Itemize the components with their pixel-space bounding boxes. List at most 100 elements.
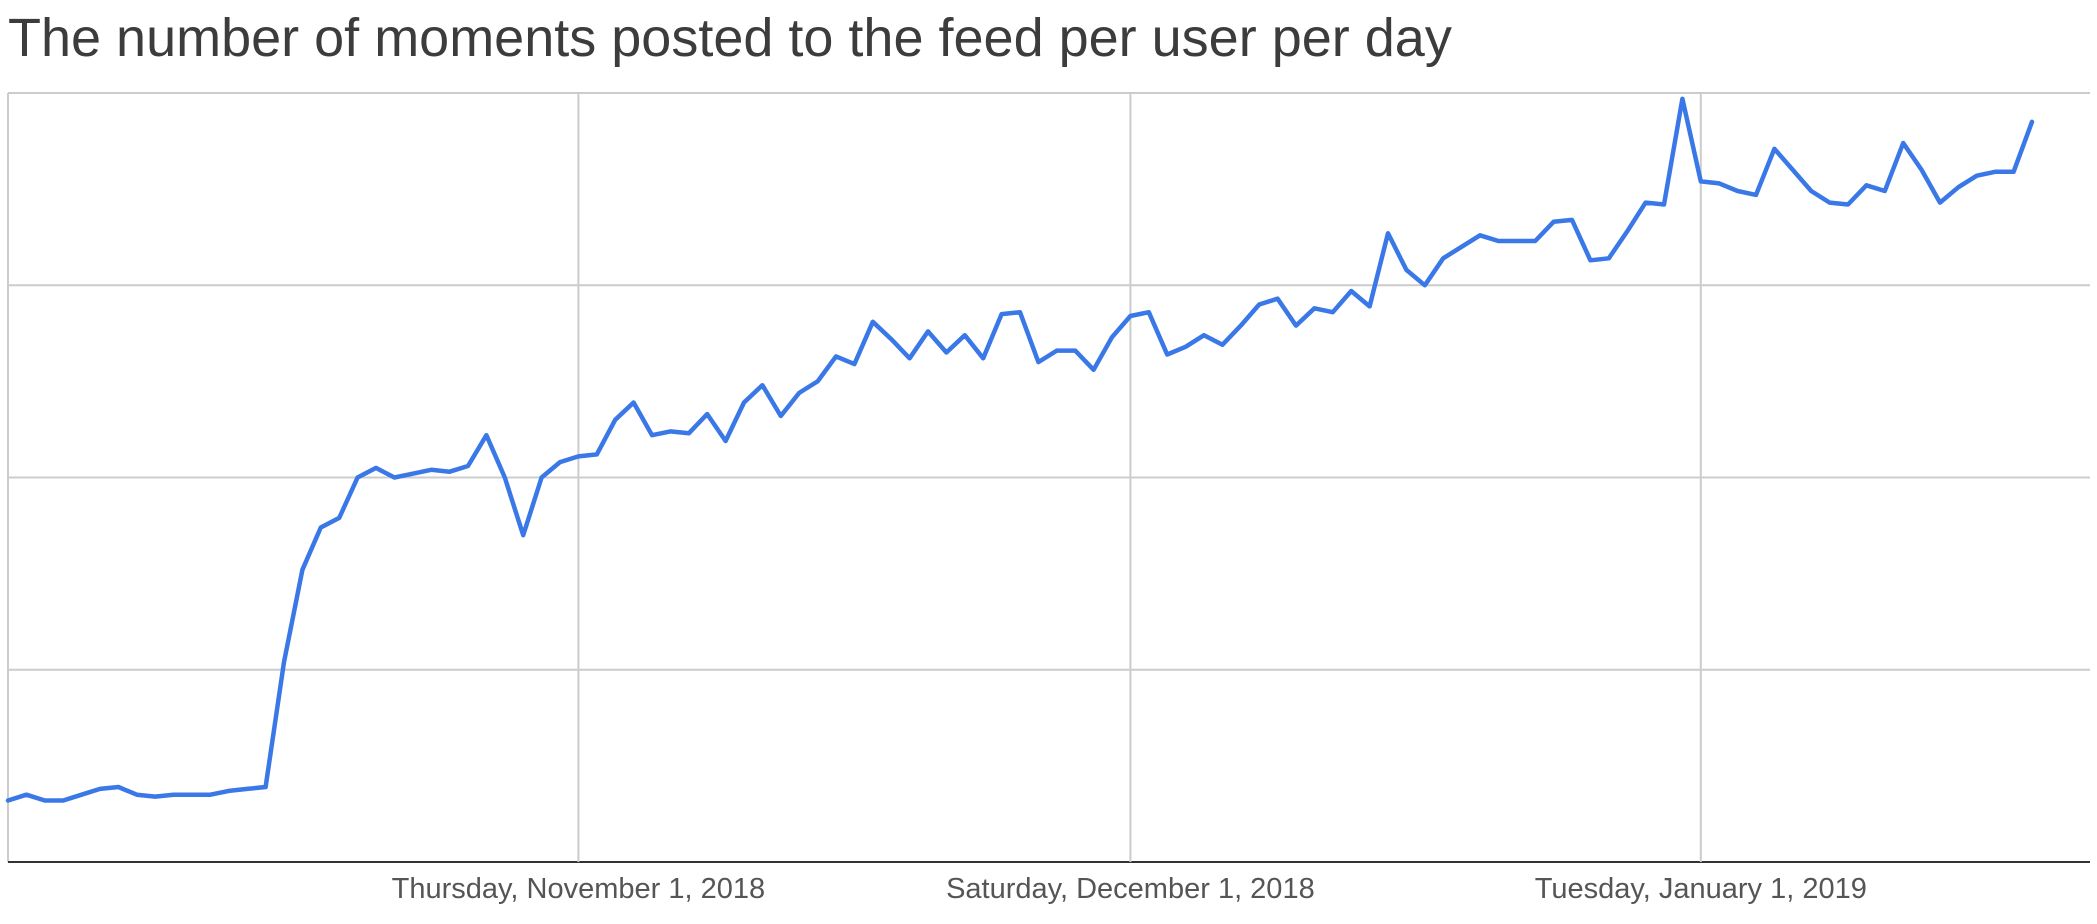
data-point[interactable]: [3, 796, 13, 806]
data-point[interactable]: [113, 782, 123, 792]
data-point[interactable]: [1015, 307, 1025, 317]
data-point[interactable]: [1622, 226, 1632, 236]
data-point[interactable]: [1438, 253, 1448, 263]
data-point[interactable]: [1493, 236, 1503, 246]
data-point[interactable]: [1254, 300, 1264, 310]
data-point[interactable]: [702, 409, 712, 419]
data-point[interactable]: [647, 430, 657, 440]
data-point[interactable]: [77, 790, 87, 800]
data-point[interactable]: [150, 792, 160, 802]
data-point[interactable]: [849, 359, 859, 369]
data-point[interactable]: [518, 530, 528, 540]
data-point[interactable]: [1273, 294, 1283, 304]
data-point[interactable]: [1696, 176, 1706, 186]
data-point[interactable]: [1181, 342, 1191, 352]
data-point[interactable]: [1401, 265, 1411, 275]
data-point[interactable]: [886, 334, 896, 344]
data-point[interactable]: [1420, 280, 1430, 290]
data-point[interactable]: [997, 309, 1007, 319]
data-point[interactable]: [1052, 346, 1062, 356]
data-point[interactable]: [1733, 186, 1743, 196]
data-point[interactable]: [1990, 167, 2000, 177]
data-point[interactable]: [1089, 365, 1099, 375]
data-point[interactable]: [1769, 144, 1779, 154]
data-point[interactable]: [1935, 198, 1945, 208]
data-point[interactable]: [923, 326, 933, 336]
data-point[interactable]: [794, 388, 804, 398]
data-point[interactable]: [500, 473, 510, 483]
data-point[interactable]: [316, 523, 326, 533]
data-point[interactable]: [169, 790, 179, 800]
data-point[interactable]: [2027, 117, 2037, 127]
data-point[interactable]: [40, 796, 50, 806]
data-point[interactable]: [1199, 330, 1209, 340]
data-point[interactable]: [1788, 165, 1798, 175]
data-point[interactable]: [757, 380, 767, 390]
data-point[interactable]: [1898, 138, 1908, 148]
data-point[interactable]: [353, 473, 363, 483]
data-point[interactable]: [868, 317, 878, 327]
data-point[interactable]: [629, 398, 639, 408]
data-point[interactable]: [426, 465, 436, 475]
data-point[interactable]: [573, 451, 583, 461]
data-point[interactable]: [1070, 346, 1080, 356]
data-point[interactable]: [1751, 190, 1761, 200]
data-point[interactable]: [21, 790, 31, 800]
data-point[interactable]: [95, 784, 105, 794]
data-point[interactable]: [1512, 236, 1522, 246]
data-point[interactable]: [1641, 198, 1651, 208]
data-point[interactable]: [389, 473, 399, 483]
data-point[interactable]: [1162, 350, 1172, 360]
data-point[interactable]: [831, 351, 841, 361]
data-point[interactable]: [960, 330, 970, 340]
data-point[interactable]: [2009, 167, 2019, 177]
data-point[interactable]: [1328, 307, 1338, 317]
data-point[interactable]: [555, 457, 565, 467]
data-point[interactable]: [1953, 182, 1963, 192]
data-point[interactable]: [684, 428, 694, 438]
data-point[interactable]: [1806, 186, 1816, 196]
data-point[interactable]: [592, 449, 602, 459]
data-point[interactable]: [1825, 198, 1835, 208]
data-point[interactable]: [721, 436, 731, 446]
data-point[interactable]: [813, 376, 823, 386]
data-point[interactable]: [242, 784, 252, 794]
data-point[interactable]: [1585, 255, 1595, 265]
data-point[interactable]: [1365, 301, 1375, 311]
data-point[interactable]: [1144, 307, 1154, 317]
data-point[interactable]: [408, 469, 418, 479]
data-point[interactable]: [665, 426, 675, 436]
data-point[interactable]: [1604, 253, 1614, 263]
data-point[interactable]: [334, 513, 344, 523]
data-point[interactable]: [1843, 200, 1853, 210]
data-point[interactable]: [1567, 215, 1577, 225]
data-point[interactable]: [941, 348, 951, 358]
data-point[interactable]: [1457, 242, 1467, 252]
data-point[interactable]: [279, 657, 289, 667]
data-point[interactable]: [739, 398, 749, 408]
data-point[interactable]: [1383, 228, 1393, 238]
data-point[interactable]: [1861, 180, 1871, 190]
data-point[interactable]: [1291, 321, 1301, 331]
data-point[interactable]: [297, 565, 307, 575]
data-point[interactable]: [1033, 357, 1043, 367]
data-point[interactable]: [224, 786, 234, 796]
data-point[interactable]: [1236, 321, 1246, 331]
data-point[interactable]: [261, 782, 271, 792]
data-point[interactable]: [58, 796, 68, 806]
data-point[interactable]: [132, 790, 142, 800]
data-point[interactable]: [1549, 217, 1559, 227]
data-point[interactable]: [1475, 230, 1485, 240]
data-point[interactable]: [1677, 94, 1687, 104]
data-point[interactable]: [537, 473, 547, 483]
data-point[interactable]: [905, 353, 915, 363]
data-point[interactable]: [205, 790, 215, 800]
data-point[interactable]: [978, 353, 988, 363]
data-point[interactable]: [1530, 236, 1540, 246]
data-point[interactable]: [445, 467, 455, 477]
data-point[interactable]: [481, 430, 491, 440]
data-point[interactable]: [610, 415, 620, 425]
data-point[interactable]: [1107, 332, 1117, 342]
data-point[interactable]: [1309, 303, 1319, 313]
data-point[interactable]: [1346, 286, 1356, 296]
